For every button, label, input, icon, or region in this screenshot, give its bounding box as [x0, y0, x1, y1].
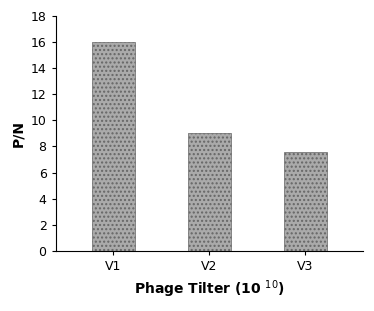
- Bar: [92, 42, 135, 251]
- Bar: [283, 152, 327, 251]
- Bar: [188, 133, 231, 251]
- X-axis label: Phage Tilter (10 $^{10}$): Phage Tilter (10 $^{10}$): [134, 278, 285, 300]
- Y-axis label: P/N: P/N: [11, 120, 25, 147]
